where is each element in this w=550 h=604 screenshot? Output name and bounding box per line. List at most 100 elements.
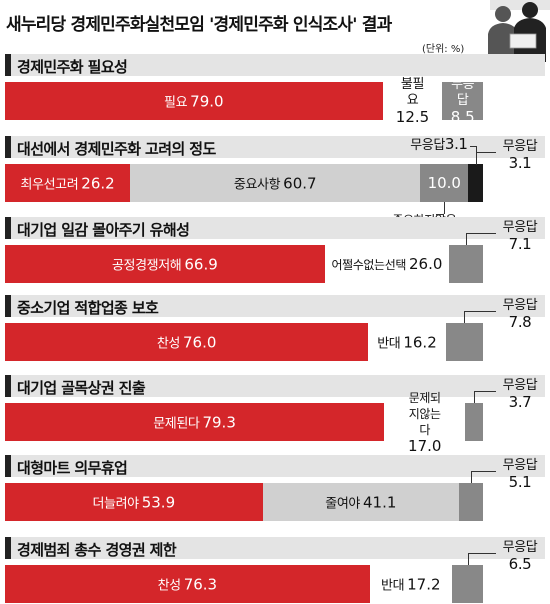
bar-segment xyxy=(451,565,483,603)
question-header: 대기업 골목상권 진출 xyxy=(5,375,545,397)
segment-label: 문제되지않는다 17.0 xyxy=(404,390,445,454)
bar-segment: 10.0 xyxy=(420,164,469,202)
segment-value: 79.3 xyxy=(202,413,236,432)
segment-category: 불필요 xyxy=(400,77,425,108)
segment-value: 41.1 xyxy=(362,493,397,512)
header-marker xyxy=(5,54,11,76)
segment-external-label: 무응답 6.5 xyxy=(492,539,548,573)
unit-label: (단위: %) xyxy=(422,44,465,55)
segment-value: 17.0 xyxy=(408,437,442,455)
question-header: 대선에서 경제민주화 고려의 정도 xyxy=(5,136,545,158)
bar-segment: 반대 16.2 xyxy=(368,323,446,361)
segment-label: 필요 79.0 xyxy=(164,92,224,111)
question-title: 대기업 일감 몰아주기 유해성 xyxy=(17,221,190,239)
segment-external-label: 무응답 3.7 xyxy=(492,377,548,411)
bar-segment: 무응답 8.5 xyxy=(442,77,483,125)
question-header: 경제범죄 총수 경영권 제한 xyxy=(5,537,545,559)
question-header: 경제민주화 필요성 xyxy=(5,54,545,76)
segment-external-label: 무응답3.1 xyxy=(388,136,468,154)
segment-value: 7.8 xyxy=(508,313,532,331)
segment-value: 6.5 xyxy=(508,555,532,573)
segment-value: 76.3 xyxy=(183,575,218,594)
segment-label: 반대 17.2 xyxy=(381,575,441,594)
segment-value: 53.9 xyxy=(141,493,176,512)
question-title: 중소기업 적합업종 보호 xyxy=(17,299,159,317)
bar-segment: 어쩔수없는선택 26.0 xyxy=(324,245,450,283)
segment-value: 79.0 xyxy=(190,92,224,111)
segment-category: 반대 xyxy=(377,336,401,352)
segment-value: 5.1 xyxy=(508,473,532,491)
question-title: 경제범죄 총수 경영권 제한 xyxy=(17,541,177,559)
question-title: 대형마트 의무휴업 xyxy=(17,459,128,477)
leader-line xyxy=(466,233,467,245)
header-marker xyxy=(5,375,11,397)
bar-segment: 최우선고려 26.2 xyxy=(5,164,131,202)
leader-line xyxy=(466,233,496,234)
bar-segment xyxy=(445,323,483,361)
segment-label: 공정경쟁저해 66.9 xyxy=(112,255,218,274)
segment-category: 무응답 xyxy=(451,77,475,108)
leader-line xyxy=(444,202,446,214)
segment-value: 66.9 xyxy=(184,255,218,274)
segment-category: 무응답 xyxy=(502,139,538,154)
bar-segment: 줄여야 41.1 xyxy=(262,483,460,521)
segment-category: 무응답 xyxy=(502,298,538,313)
leader-line xyxy=(464,311,496,312)
segment-value: 76.0 xyxy=(183,333,217,352)
segment-category: 필요 xyxy=(164,95,188,111)
segment-value: 17.2 xyxy=(407,575,441,594)
segment-label: 어쩔수없는선택 26.0 xyxy=(331,255,442,273)
bar-segment xyxy=(465,403,483,441)
segment-value: 3.1 xyxy=(508,154,532,172)
bar-segment: 공정경쟁저해 66.9 xyxy=(5,245,325,283)
question-header: 중소기업 적합업종 보호 xyxy=(5,295,545,317)
leader-line xyxy=(475,152,496,153)
segment-category: 문제된다 xyxy=(153,416,200,432)
bar-segment xyxy=(468,164,483,202)
segment-value: 16.2 xyxy=(403,333,437,352)
segment-value: 3.1 xyxy=(444,135,468,153)
segment-value: 10.0 xyxy=(427,174,461,192)
segment-category: 반대 xyxy=(381,578,405,594)
segment-value: 3.7 xyxy=(508,393,532,411)
bar-segment xyxy=(449,245,483,283)
bar-segment: 찬성 76.3 xyxy=(5,565,370,603)
leader-line xyxy=(464,311,466,323)
segment-label: 10.0 xyxy=(428,174,461,192)
segment-label: 더늘려야 53.9 xyxy=(92,493,175,512)
segment-label: 찬성 76.3 xyxy=(158,575,218,594)
leader-line xyxy=(474,391,476,403)
segment-value: 26.2 xyxy=(81,174,115,193)
segment-label: 반대 16.2 xyxy=(377,333,437,352)
question-header: 대형마트 의무휴업 xyxy=(5,455,545,477)
segment-label: 최우선고려 26.2 xyxy=(20,174,114,193)
bar-segment: 문제되지않는다 17.0 xyxy=(384,391,466,454)
question-title: 대선에서 경제민주화 고려의 정도 xyxy=(17,140,216,158)
segment-external-label: 무응답 5.1 xyxy=(492,457,548,491)
bar-segment: 더늘려야 53.9 xyxy=(5,483,263,521)
segment-category: 찬성 xyxy=(157,578,182,594)
segment-category: 줄여야 xyxy=(325,496,360,512)
header-marker xyxy=(5,455,11,477)
businessmen-silhouette-icon xyxy=(470,0,550,62)
bar-segment: 반대 17.2 xyxy=(369,565,452,603)
segment-label: 찬성 76.0 xyxy=(157,333,217,352)
leader-line xyxy=(471,471,496,472)
segment-label: 줄여야 41.1 xyxy=(325,493,396,512)
segment-category: 더늘려야 xyxy=(92,496,139,512)
bar-segment: 불필요 12.5 xyxy=(382,77,443,125)
bar-segment: 필요 79.0 xyxy=(5,82,383,120)
segment-label: 무응답 8.5 xyxy=(451,77,475,125)
question-title: 대기업 골목상권 진출 xyxy=(17,379,146,397)
segment-category: 공정경쟁저해 xyxy=(112,258,182,274)
header-marker xyxy=(5,217,11,239)
segment-category: 무응답 xyxy=(502,458,538,473)
bar-segment: 중요사항 60.7 xyxy=(130,164,421,202)
bar-segment: 문제된다 79.3 xyxy=(5,403,385,441)
segment-category: 어쩔수없는선택 xyxy=(331,258,406,272)
segment-category: 중요사항 xyxy=(233,177,281,193)
segment-category: 문제되지않는다 xyxy=(408,391,441,437)
segment-external-label: 무응답 7.1 xyxy=(492,219,548,253)
leader-line xyxy=(469,146,477,165)
